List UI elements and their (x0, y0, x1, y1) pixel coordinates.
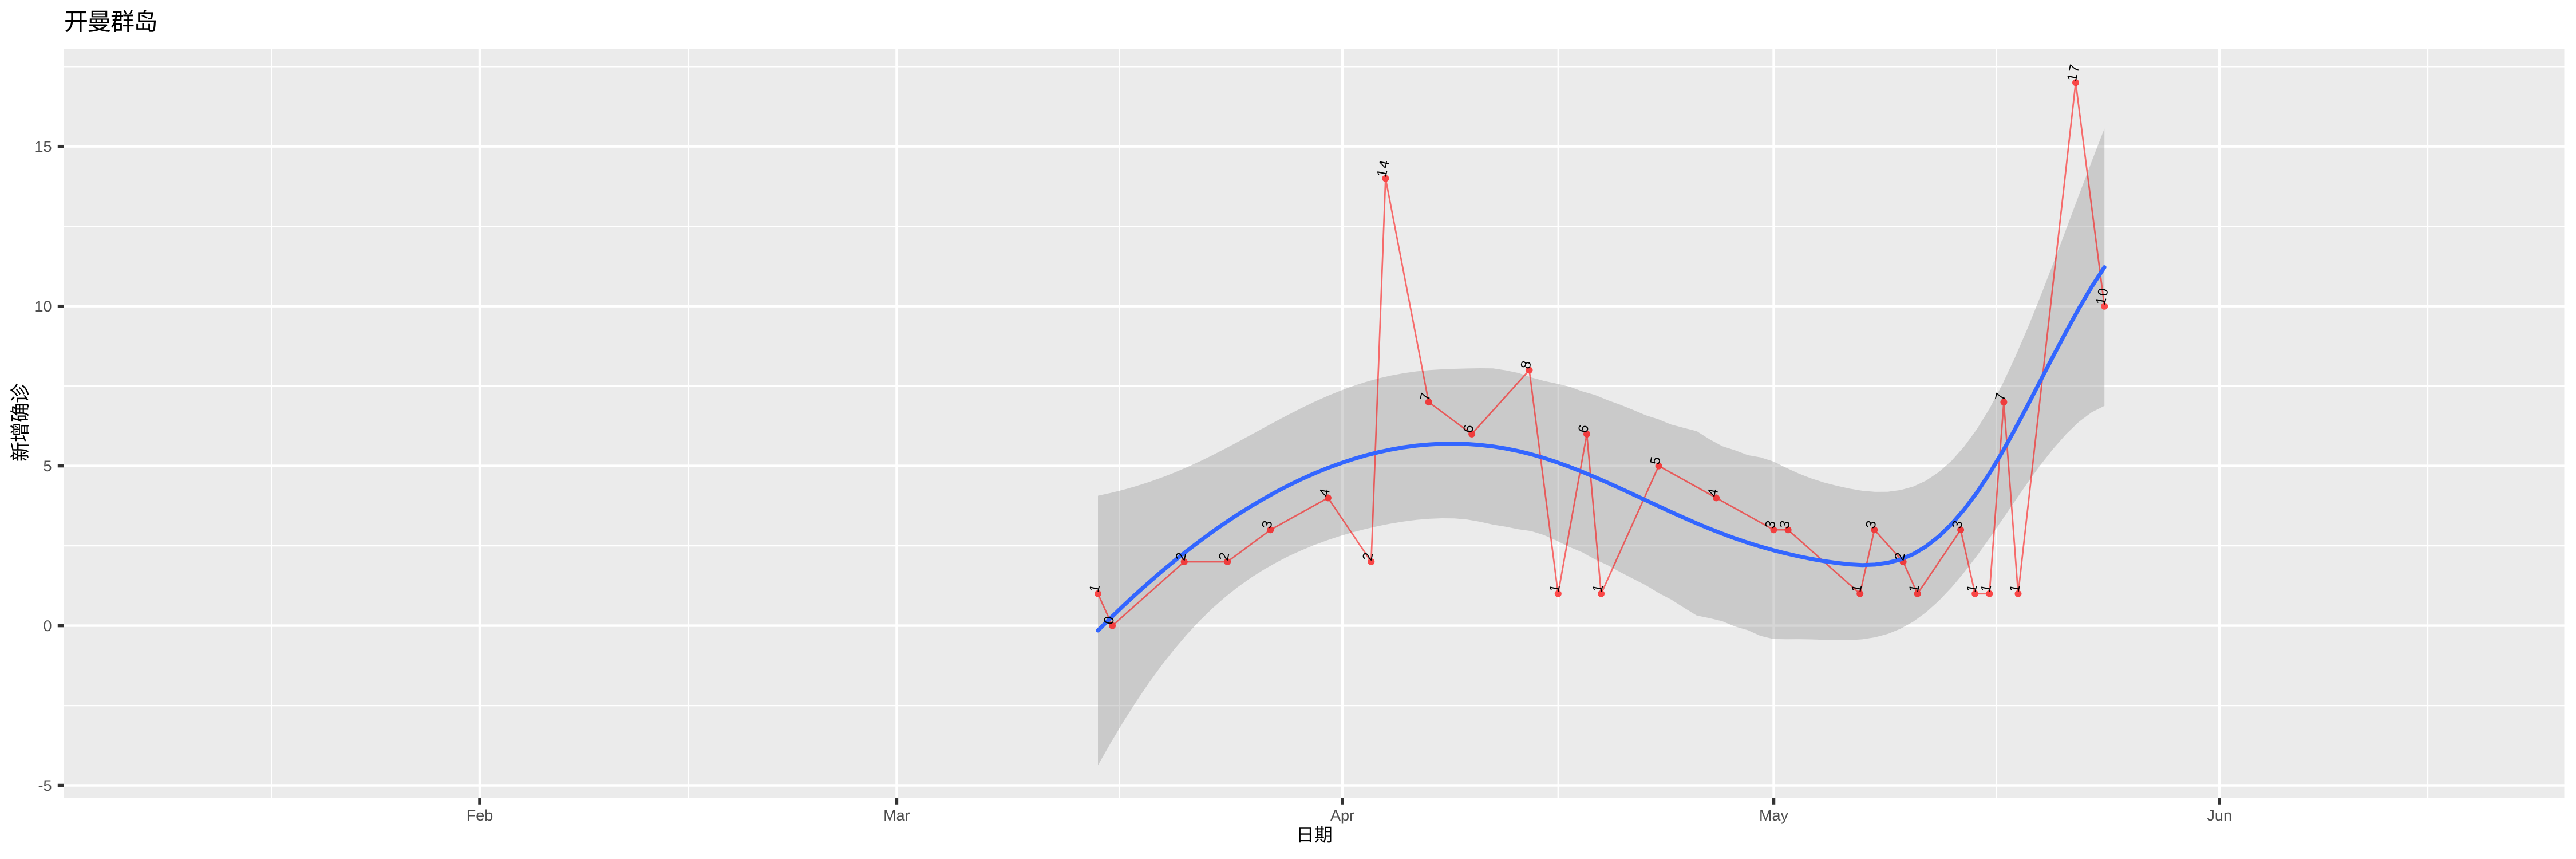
svg-text:0: 0 (43, 617, 52, 635)
svg-text:1: 1 (1848, 582, 1866, 594)
svg-text:3: 3 (1259, 518, 1276, 530)
svg-text:1: 1 (1590, 582, 1607, 594)
svg-text:5: 5 (1647, 454, 1665, 466)
svg-text:1: 1 (2006, 582, 2024, 594)
svg-text:6: 6 (1575, 422, 1593, 434)
svg-text:6: 6 (1460, 422, 1477, 434)
svg-text:May: May (1759, 807, 1789, 824)
svg-text:Mar: Mar (883, 807, 910, 824)
svg-text:3: 3 (1949, 518, 1966, 530)
svg-text:Apr: Apr (1330, 807, 1354, 824)
svg-text:Jun: Jun (2207, 807, 2232, 824)
svg-text:0: 0 (1101, 614, 1118, 626)
svg-text:8: 8 (1518, 358, 1535, 370)
svg-text:10: 10 (2093, 285, 2112, 306)
svg-text:2: 2 (1892, 550, 1909, 562)
svg-text:2: 2 (1360, 550, 1377, 562)
svg-text:10: 10 (34, 298, 52, 315)
svg-text:2: 2 (1216, 550, 1233, 562)
svg-text:2: 2 (1173, 550, 1190, 562)
svg-text:Feb: Feb (467, 807, 493, 824)
svg-text:1: 1 (1547, 582, 1564, 594)
svg-text:4: 4 (1705, 486, 1722, 498)
svg-text:1: 1 (1906, 582, 1923, 594)
svg-text:3: 3 (1863, 518, 1880, 530)
svg-text:3: 3 (1762, 518, 1779, 530)
svg-text:1: 1 (1963, 582, 1981, 594)
svg-text:3: 3 (1777, 518, 1794, 530)
svg-text:7: 7 (1417, 390, 1435, 402)
svg-text:15: 15 (34, 138, 52, 155)
svg-text:14: 14 (1374, 157, 1393, 178)
svg-text:1: 1 (1086, 582, 1104, 594)
svg-text:1: 1 (1978, 582, 1995, 594)
svg-text:7: 7 (1992, 390, 2009, 402)
svg-text:5: 5 (43, 458, 52, 475)
svg-text:-5: -5 (38, 777, 52, 794)
svg-text:4: 4 (1317, 486, 1334, 498)
svg-text:17: 17 (2064, 62, 2083, 82)
